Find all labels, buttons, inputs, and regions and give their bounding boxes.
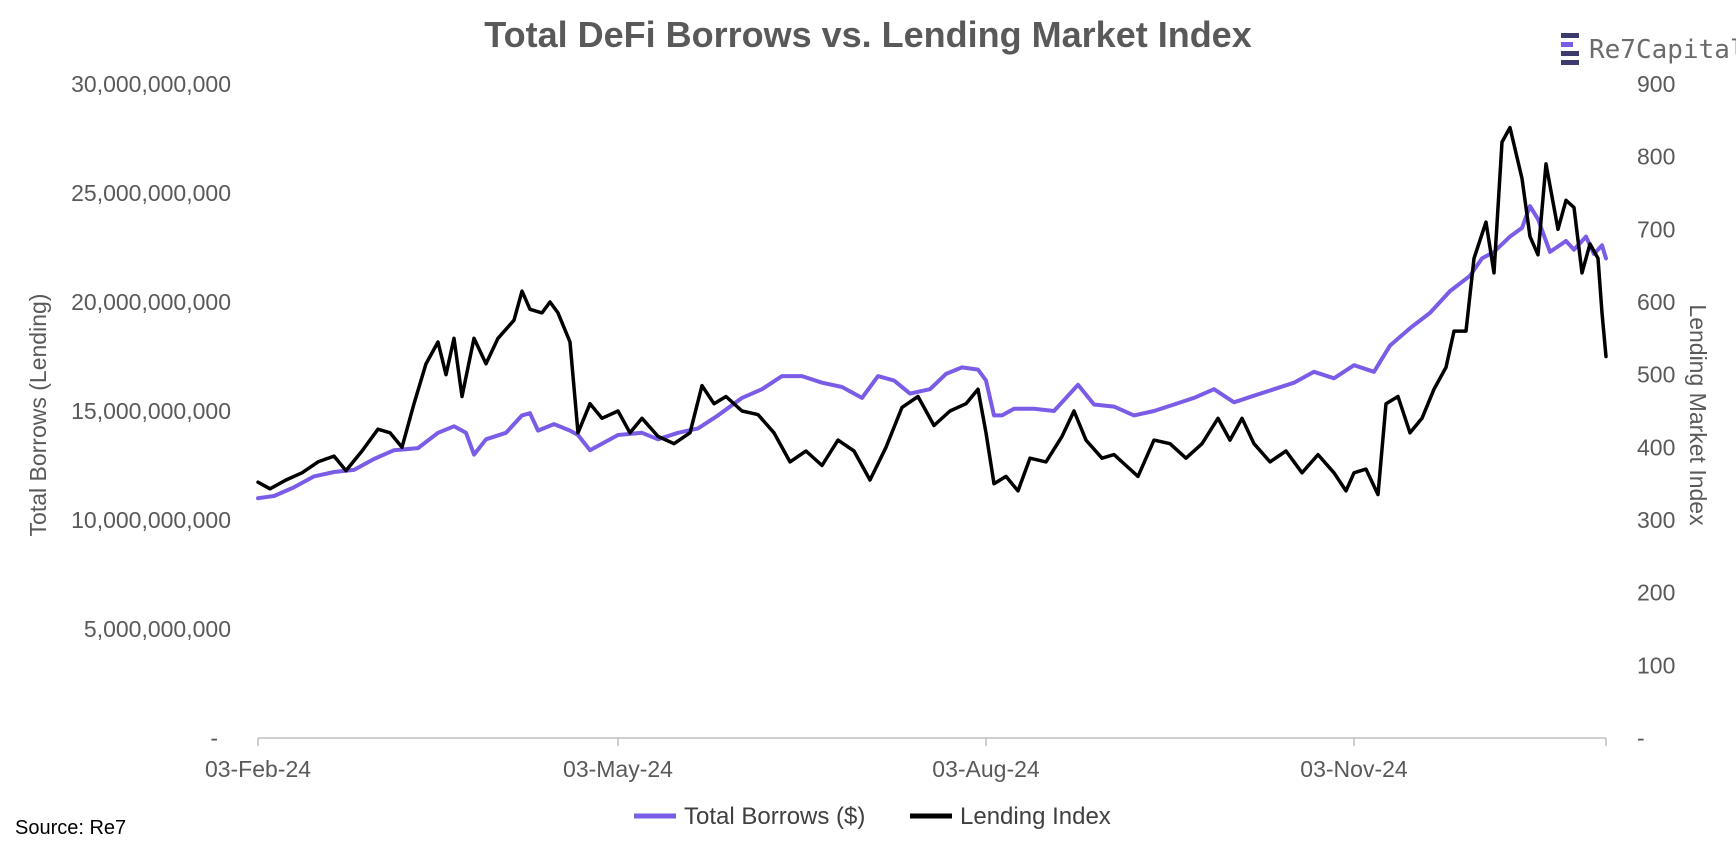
y-right-tick-label: 900	[1637, 71, 1675, 97]
y-left-tick-label: 15,000,000,000	[71, 398, 231, 424]
y-right-tick-label: 500	[1637, 362, 1675, 388]
y-right-tick-label: 200	[1637, 580, 1675, 606]
brand-logo: Re7Capital	[1561, 33, 1736, 65]
x-tick-label: 03-Feb-24	[205, 756, 311, 782]
legend: Total Borrows ($) Lending Index	[634, 803, 1111, 830]
axes: 03-Feb-24 03-May-24 03-Aug-24 03-Nov-24 - 5,0…	[71, 71, 1675, 782]
y-right-tick-label: 600	[1637, 289, 1675, 315]
y-right-tick-label: 800	[1637, 144, 1675, 170]
y-right-tick-label: -	[1637, 725, 1645, 751]
x-tick-label: 03-Nov-24	[1300, 756, 1408, 782]
x-tick-label: 03-Aug-24	[932, 756, 1040, 782]
series-line-lending-index	[256, 125, 1608, 497]
y-left-tick-label: -	[210, 725, 218, 751]
y-right-tick-label: 300	[1637, 507, 1675, 533]
legend-label-borrows: Total Borrows ($)	[684, 803, 865, 830]
series-line-total-borrows	[256, 204, 1608, 501]
re7-logo-icon	[1561, 33, 1579, 65]
series-layer	[256, 125, 1608, 501]
y-left-tick-label: 25,000,000,000	[71, 180, 231, 206]
y-right-tick-label: 400	[1637, 434, 1675, 460]
y-right-tick-label: 700	[1637, 216, 1675, 242]
brand-name: Re7Capital	[1589, 35, 1736, 65]
source-note: Source: Re7	[15, 817, 126, 839]
y-axis-right-title: Lending Market Index	[1685, 304, 1711, 526]
y-axis-left-title: Total Borrows (Lending)	[25, 294, 51, 537]
y-left-tick-label: 20,000,000,000	[71, 289, 231, 315]
y-left-tick-label: 30,000,000,000	[71, 71, 231, 97]
y-left-tick-label: 10,000,000,000	[71, 507, 231, 533]
y-left-tick-label: 5,000,000,000	[84, 616, 231, 642]
chart-title: Total DeFi Borrows vs. Lending Market In…	[484, 14, 1251, 55]
legend-label-index: Lending Index	[960, 803, 1111, 830]
y-right-tick-label: 100	[1637, 652, 1675, 678]
x-tick-label: 03-May-24	[563, 756, 673, 782]
